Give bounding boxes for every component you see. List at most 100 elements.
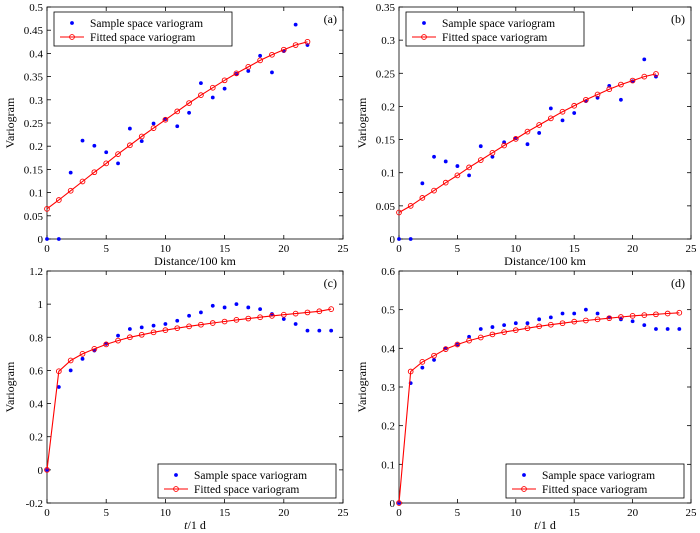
plot-frame [46, 270, 344, 504]
fitted-point [431, 352, 437, 359]
fitted-point [79, 351, 86, 357]
x-tick-label: 10 [160, 507, 172, 519]
fitted-point [91, 346, 98, 352]
legend-box [53, 11, 233, 47]
fitted-point [67, 187, 74, 194]
sample-point [490, 154, 495, 159]
y-tick-label: 0.15 [376, 135, 396, 147]
x-tick-label: 25 [686, 243, 698, 255]
x-tick-label: 20 [278, 243, 290, 255]
y-tick-label: 0 [390, 234, 396, 246]
fitted-point [174, 108, 181, 115]
fitted-point [594, 316, 601, 323]
fitted-point [162, 116, 169, 123]
sample-point [560, 118, 565, 123]
fitted-point [606, 86, 613, 93]
sample-point [642, 323, 647, 328]
legend-marker-fitted [173, 486, 179, 492]
sample-point [432, 154, 436, 159]
x-tick-label: 5 [103, 507, 109, 519]
sample-point [116, 333, 120, 338]
fitted-point [618, 81, 624, 88]
fitted-point [559, 320, 566, 327]
legend-label-sample: Sample space variogram [542, 470, 655, 482]
sample-point [467, 334, 471, 339]
panel-label: (d) [671, 276, 685, 290]
sample-point [80, 138, 85, 143]
fitted-point [186, 323, 192, 330]
fitted-line [398, 312, 680, 504]
legend-marker-sample [70, 21, 74, 25]
sample-point [478, 144, 483, 149]
sample-point [537, 317, 542, 322]
sample-point [630, 319, 635, 324]
fitted-line [46, 41, 308, 210]
fitted-point [186, 100, 192, 106]
y-tick-label: 0.4 [29, 48, 43, 60]
sample-point [293, 22, 298, 27]
sample-point [408, 237, 413, 241]
legend-marker-fitted [69, 34, 75, 40]
fitted-point [304, 309, 311, 316]
fitted-point [316, 308, 323, 315]
legend-marker-fitted [421, 34, 427, 40]
fitted-point [571, 102, 578, 109]
fitted-point [618, 314, 624, 320]
sample-point [572, 311, 577, 316]
x-tick-label: 10 [510, 507, 522, 519]
sample-point [525, 142, 530, 147]
sample-point [127, 126, 132, 131]
y-tick-label: 0.2 [29, 141, 43, 153]
fitted-point [466, 337, 472, 344]
fitted-point [489, 331, 496, 338]
x-tick-label: 10 [510, 243, 522, 255]
fitted-point [269, 51, 275, 58]
y-tick-label: 0.4 [381, 343, 395, 355]
sample-point [397, 237, 401, 241]
fitted-point [419, 195, 426, 201]
sample-point [432, 358, 436, 362]
fitted-point [536, 323, 543, 330]
y-axis-label: Variogram [3, 361, 17, 412]
fitted-point [79, 178, 86, 185]
fitted-point [641, 312, 648, 318]
fitted-point [103, 341, 110, 348]
fitted-point [280, 46, 287, 53]
fitted-point [676, 309, 683, 316]
fitted-point [328, 306, 335, 312]
fitted-point [454, 341, 461, 348]
legend-label-fitted: Fitted space variogram [90, 32, 195, 44]
x-axis-label: t/1 d [534, 518, 556, 532]
fitted-point [477, 157, 484, 163]
fitted-point [150, 125, 157, 131]
legend-marker-sample [422, 21, 426, 25]
sample-point [467, 173, 471, 178]
fitted-point [198, 92, 204, 99]
fitted-point [209, 84, 216, 91]
y-tick-label: 0.25 [24, 118, 44, 130]
fitted-point [292, 310, 299, 317]
sample-point [199, 81, 203, 85]
sample-point [80, 356, 85, 361]
x-axis-label: Distance/100 km [504, 254, 586, 268]
sample-point [619, 97, 623, 102]
fitted-point [162, 327, 169, 334]
fitted-point [396, 500, 402, 506]
fitted-point [664, 310, 671, 317]
x-tick-label: 0 [44, 243, 50, 255]
sample-point [246, 305, 251, 310]
legend-label-fitted: Fitted space variogram [194, 484, 299, 496]
panel-label: (c) [324, 276, 337, 290]
sample-point [187, 313, 191, 318]
sample-point [56, 385, 61, 389]
legend-box [505, 463, 685, 499]
fitted-point [547, 321, 554, 328]
x-axis-label: Distance/100 km [154, 254, 236, 268]
x-tick-label: 0 [396, 507, 402, 519]
sample-point [455, 164, 460, 168]
fitted-point [396, 209, 402, 216]
sample-point [642, 57, 647, 62]
fitted-point [501, 142, 507, 149]
fitted-point [103, 160, 110, 167]
y-tick-label: 0.45 [24, 25, 44, 37]
